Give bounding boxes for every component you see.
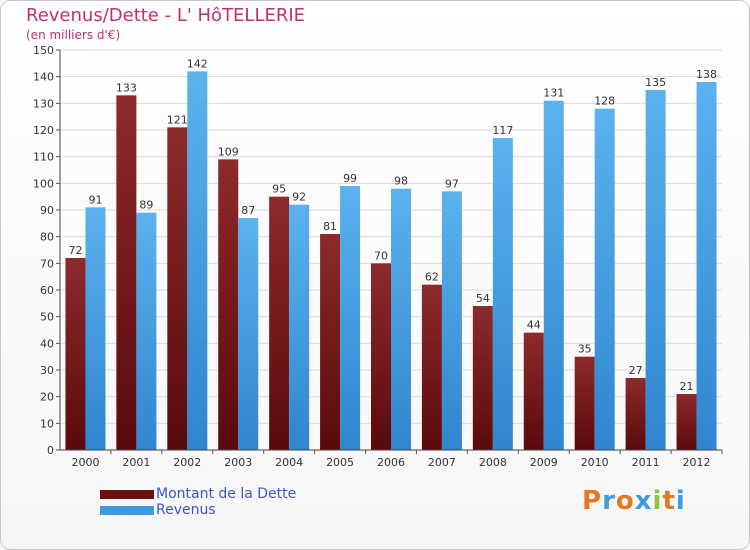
x-tick-label: 2006 xyxy=(377,456,405,469)
y-tick-label: 30 xyxy=(40,364,54,377)
bar-revenus xyxy=(85,207,106,450)
bar-dette xyxy=(116,95,137,450)
y-tick-label: 100 xyxy=(33,177,54,190)
data-label-revenus: 99 xyxy=(343,172,357,185)
x-tick-label: 2001 xyxy=(122,456,150,469)
data-label-revenus: 91 xyxy=(88,193,102,206)
data-label-dette: 62 xyxy=(425,271,439,284)
data-label-revenus: 87 xyxy=(241,204,255,217)
data-label-revenus: 92 xyxy=(292,191,306,204)
bar-dette xyxy=(676,394,697,450)
data-label-dette: 81 xyxy=(323,220,337,233)
bar-revenus xyxy=(289,204,310,450)
bar-dette xyxy=(320,234,341,450)
logo-letter: r xyxy=(602,486,616,516)
y-tick-label: 150 xyxy=(33,44,54,57)
y-tick-label: 50 xyxy=(40,311,54,324)
proxiti-logo: Proxiti xyxy=(582,486,686,516)
legend-item-revenus: Revenus xyxy=(100,502,296,518)
data-label-revenus: 142 xyxy=(187,57,208,70)
data-label-dette: 21 xyxy=(680,380,694,393)
legend-label-debt: Montant de la Dette xyxy=(156,486,297,502)
y-tick-label: 10 xyxy=(40,417,54,430)
bar-dette xyxy=(574,356,595,450)
bar-revenus xyxy=(441,191,462,451)
x-tick-label: 2007 xyxy=(428,456,456,469)
bar-revenus xyxy=(136,212,157,450)
x-tick-label: 2008 xyxy=(479,456,507,469)
data-label-revenus: 117 xyxy=(492,124,513,137)
y-tick-label: 110 xyxy=(33,151,54,164)
y-tick-label: 130 xyxy=(33,97,54,110)
data-label-dette: 35 xyxy=(578,343,592,356)
bar-dette xyxy=(421,284,442,450)
data-label-dette: 70 xyxy=(374,249,388,262)
legend-item-debt: Montant de la Dette xyxy=(100,486,296,502)
bar-revenus xyxy=(391,188,411,450)
logo-letter: x xyxy=(634,486,653,516)
bar-revenus xyxy=(645,90,666,450)
data-label-dette: 44 xyxy=(527,319,541,332)
bar-revenus xyxy=(594,108,615,451)
data-label-dette: 133 xyxy=(116,81,137,94)
x-tick-label: 2009 xyxy=(530,456,558,469)
bar-dette xyxy=(269,196,290,450)
logo-letter: o xyxy=(615,486,635,516)
data-label-dette: 72 xyxy=(68,244,82,257)
y-tick-label: 0 xyxy=(47,444,54,457)
x-tick-label: 2000 xyxy=(71,456,99,469)
bar-dette xyxy=(472,306,493,450)
y-tick-label: 20 xyxy=(40,391,54,404)
data-label-revenus: 89 xyxy=(139,199,153,212)
data-label-revenus: 138 xyxy=(696,68,717,81)
legend: Montant de la Dette Revenus xyxy=(100,486,296,518)
bar-revenus xyxy=(492,138,513,450)
x-tick-label: 2003 xyxy=(224,456,252,469)
x-tick-label: 2011 xyxy=(632,456,660,469)
legend-swatch-revenus xyxy=(100,505,154,515)
bar-revenus xyxy=(340,186,361,450)
bar-revenus xyxy=(187,71,208,450)
logo-letter: t xyxy=(662,486,676,516)
data-label-dette: 27 xyxy=(629,364,643,377)
x-tick-label: 2005 xyxy=(326,456,354,469)
y-tick-label: 70 xyxy=(40,257,54,270)
data-label-dette: 121 xyxy=(167,113,188,126)
chart-subtitle: (en milliers d'€) xyxy=(26,28,121,42)
data-label-revenus: 97 xyxy=(445,177,459,190)
y-tick-label: 80 xyxy=(40,231,54,244)
bar-dette xyxy=(625,378,646,450)
bar-revenus xyxy=(238,218,259,450)
y-tick-label: 120 xyxy=(33,124,54,137)
data-label-revenus: 98 xyxy=(394,175,408,188)
logo-letter: i xyxy=(652,486,663,516)
legend-swatch-debt xyxy=(100,489,154,499)
bar-revenus xyxy=(696,82,717,450)
chart-title: Revenus/Dette - L' HôTELLERIE xyxy=(26,5,306,26)
bar-dette xyxy=(371,263,391,450)
x-tick-label: 2012 xyxy=(683,456,711,469)
data-label-dette: 109 xyxy=(218,145,239,158)
x-tick-label: 2004 xyxy=(275,456,303,469)
data-label-revenus: 128 xyxy=(594,95,615,108)
y-tick-label: 60 xyxy=(40,284,54,297)
data-label-dette: 54 xyxy=(476,292,490,305)
bar-dette xyxy=(523,332,544,450)
y-tick-label: 40 xyxy=(40,337,54,350)
y-tick-label: 140 xyxy=(33,71,54,84)
data-label-revenus: 131 xyxy=(543,87,564,100)
data-label-dette: 95 xyxy=(272,183,286,196)
bar-revenus xyxy=(543,100,564,451)
legend-label-revenus: Revenus xyxy=(156,502,216,518)
data-label-revenus: 135 xyxy=(645,76,666,89)
y-tick-label: 90 xyxy=(40,204,54,217)
logo-letter: P xyxy=(582,486,603,516)
x-tick-label: 2002 xyxy=(173,456,201,469)
x-tick-label: 2010 xyxy=(581,456,609,469)
bar-dette xyxy=(218,159,239,451)
bar-dette xyxy=(65,258,86,450)
bar-dette xyxy=(167,127,188,450)
logo-letter: i xyxy=(675,486,686,516)
